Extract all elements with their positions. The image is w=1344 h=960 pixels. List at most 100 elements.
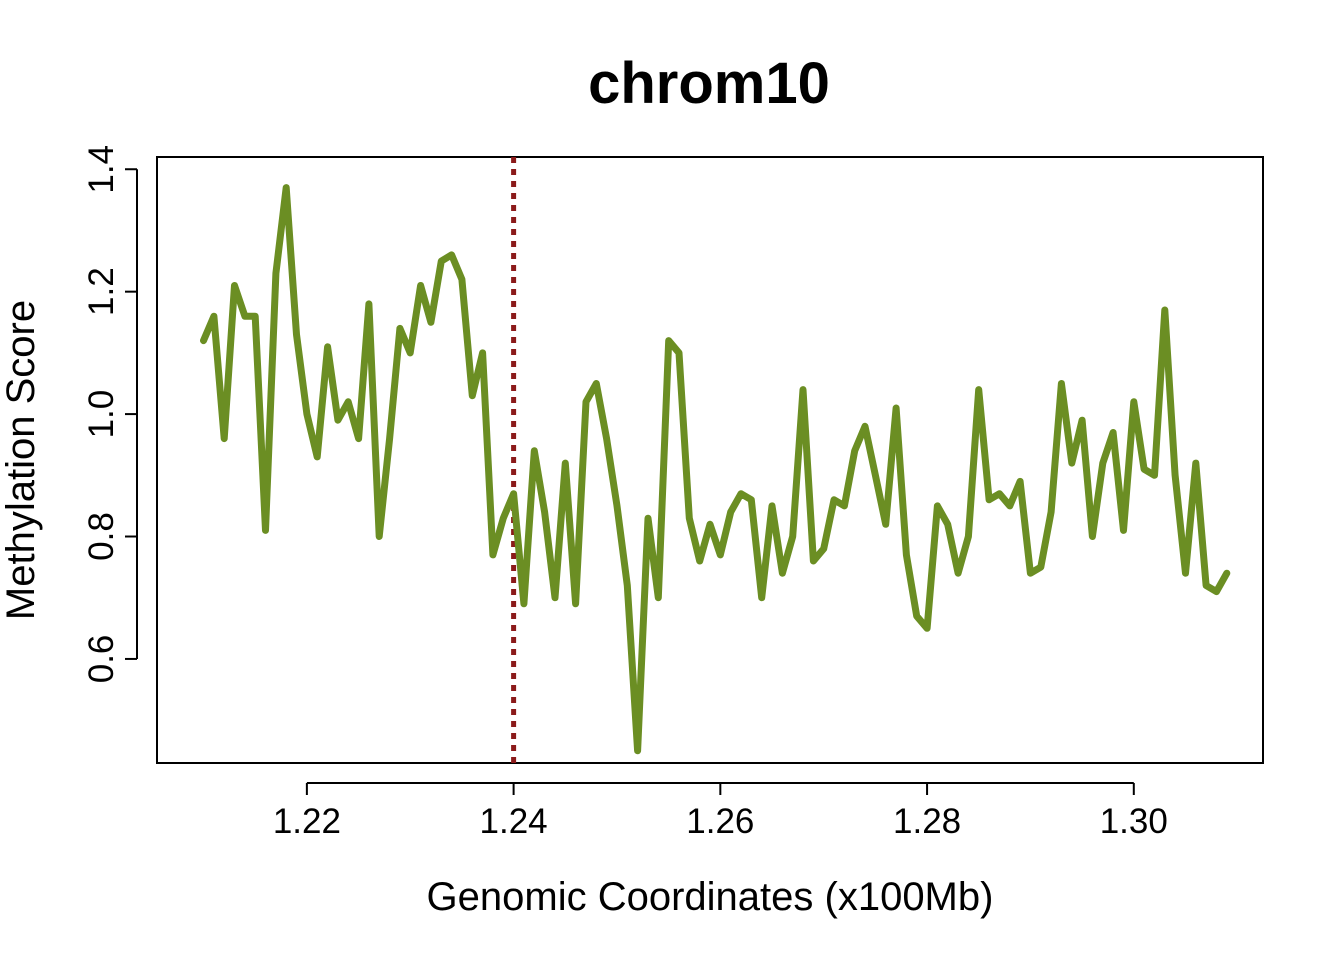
data-point	[285, 187, 287, 189]
data-point	[1143, 468, 1145, 470]
x-axis-label: Genomic Coordinates (x100Mb)	[427, 875, 994, 919]
data-point	[203, 340, 205, 342]
y-tick-label: 0.8	[82, 512, 121, 561]
data-point	[750, 499, 752, 501]
data-point	[1009, 505, 1011, 507]
data-point	[554, 597, 556, 599]
data-point	[316, 456, 318, 458]
data-point	[606, 438, 608, 440]
data-point	[1215, 591, 1217, 593]
data-point	[616, 505, 618, 507]
data-point	[792, 536, 794, 538]
data-point	[998, 493, 1000, 495]
data-point	[544, 511, 546, 513]
data-point	[967, 536, 969, 538]
x-tick-label: 1.22	[273, 802, 341, 841]
x-tick-label: 1.24	[480, 802, 548, 841]
data-point	[668, 340, 670, 342]
data-point	[327, 346, 329, 348]
data-point	[1226, 572, 1228, 574]
data-point	[647, 517, 649, 519]
data-point	[513, 493, 515, 495]
data-point	[626, 584, 628, 586]
data-point	[585, 401, 587, 403]
data-point	[275, 272, 277, 274]
data-point	[389, 438, 391, 440]
y-tick-label: 1.0	[82, 390, 121, 439]
data-point	[595, 382, 597, 384]
data-point	[440, 260, 442, 262]
data-point	[1029, 572, 1031, 574]
data-point	[471, 395, 473, 397]
data-point	[719, 554, 721, 556]
x-tick-label: 1.26	[686, 802, 754, 841]
data-point	[781, 572, 783, 574]
data-point	[761, 597, 763, 599]
data-point	[347, 401, 349, 403]
data-point	[234, 285, 236, 287]
data-point	[564, 462, 566, 464]
data-point	[916, 615, 918, 617]
x-tick-label: 1.30	[1100, 802, 1168, 841]
data-point	[420, 285, 422, 287]
data-point	[936, 505, 938, 507]
y-tick-label: 1.2	[82, 267, 121, 316]
data-point	[740, 493, 742, 495]
data-point	[688, 517, 690, 519]
data-point	[812, 560, 814, 562]
data-point	[378, 536, 380, 538]
plot-frame	[156, 156, 1264, 764]
data-point	[637, 750, 639, 752]
data-point	[399, 327, 401, 329]
data-point	[988, 499, 990, 501]
data-point	[1153, 474, 1155, 476]
data-point	[843, 505, 845, 507]
data-point	[1122, 529, 1124, 531]
data-point	[1112, 431, 1114, 433]
data-point	[265, 529, 267, 531]
data-point	[1040, 566, 1042, 568]
y-tick-label: 0.6	[82, 635, 121, 684]
x-tick-label: 1.28	[893, 802, 961, 841]
data-point	[337, 419, 339, 421]
data-point	[657, 597, 659, 599]
data-point	[1060, 382, 1062, 384]
methylation-series-line	[200, 184, 1231, 755]
data-point	[1081, 419, 1083, 421]
data-point	[502, 517, 504, 519]
data-point	[802, 389, 804, 391]
y-axis-label: Methylation Score	[0, 300, 43, 620]
data-point	[254, 315, 256, 317]
data-point	[874, 474, 876, 476]
chart-title: chrom10	[588, 51, 830, 116]
y-tick-label: 1.4	[82, 145, 121, 194]
data-point	[895, 407, 897, 409]
data-point	[1091, 536, 1093, 538]
data-point	[823, 548, 825, 550]
data-point	[533, 450, 535, 452]
data-point	[451, 254, 453, 256]
data-point	[864, 425, 866, 427]
y-axis: 0.6 0.8 1.0 1.2 1.4	[82, 145, 138, 684]
data-point	[213, 315, 215, 317]
data-point	[1133, 401, 1135, 403]
data-point	[296, 334, 298, 336]
data-point	[368, 303, 370, 305]
data-point	[905, 554, 907, 556]
x-axis: 1.22 1.24 1.26 1.28 1.30	[273, 782, 1168, 841]
data-point	[1071, 462, 1073, 464]
data-point	[926, 627, 928, 629]
data-point	[306, 413, 308, 415]
data-point	[575, 603, 577, 605]
data-point	[833, 499, 835, 501]
data-point	[523, 603, 525, 605]
data-point	[730, 511, 732, 513]
data-point	[978, 389, 980, 391]
data-point	[358, 438, 360, 440]
data-point	[854, 450, 856, 452]
data-point	[1102, 462, 1104, 464]
data-point	[492, 554, 494, 556]
data-point	[1195, 462, 1197, 464]
data-point	[430, 321, 432, 323]
